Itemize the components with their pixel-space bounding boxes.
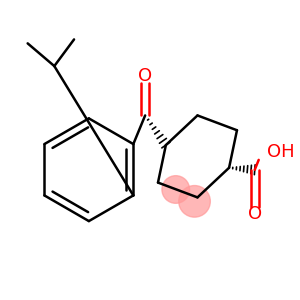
Circle shape bbox=[179, 185, 210, 217]
Text: OH: OH bbox=[267, 143, 294, 161]
Text: O: O bbox=[248, 205, 262, 223]
Circle shape bbox=[162, 176, 190, 203]
Text: O: O bbox=[138, 67, 152, 85]
